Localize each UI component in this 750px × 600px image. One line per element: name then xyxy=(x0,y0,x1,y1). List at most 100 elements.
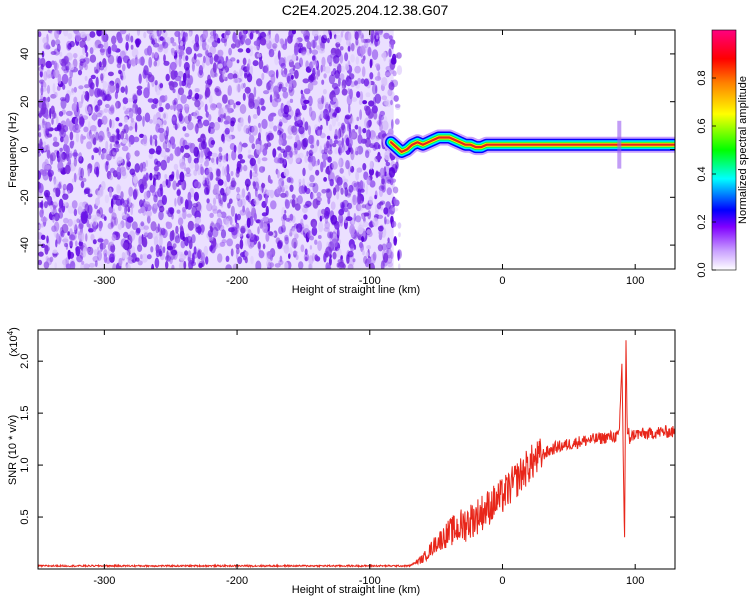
noise-speckle xyxy=(116,62,122,69)
noise-speckle xyxy=(216,217,223,229)
noise-speckle xyxy=(192,203,199,208)
noise-speckle xyxy=(165,103,171,110)
noise-speckle xyxy=(143,31,147,39)
noise-speckle xyxy=(86,91,90,103)
noise-speckle xyxy=(56,85,61,91)
noise-speckle xyxy=(383,99,390,106)
noise-speckle xyxy=(290,125,297,133)
noise-speckle xyxy=(294,203,301,211)
noise-speckle xyxy=(250,255,254,265)
noise-speckle xyxy=(285,82,288,88)
noise-speckle xyxy=(174,235,181,244)
track-spike xyxy=(617,120,622,169)
noise-speckle xyxy=(272,45,277,52)
noise-speckle xyxy=(107,84,113,95)
noise-speckle xyxy=(58,207,62,213)
noise-speckle xyxy=(249,200,256,205)
noise-speckle xyxy=(308,255,314,265)
noise-speckle xyxy=(347,202,352,210)
noise-speckle xyxy=(87,213,92,220)
noise-speckle xyxy=(262,243,266,250)
noise-speckle xyxy=(132,93,139,100)
noise-speckle xyxy=(47,30,53,34)
noise-speckle xyxy=(81,94,84,104)
noise-speckle xyxy=(371,49,379,60)
noise-speckle xyxy=(358,180,366,191)
noise-speckle xyxy=(147,98,154,103)
noise-speckle xyxy=(70,231,77,241)
noise-speckle xyxy=(302,207,308,214)
noise-speckle xyxy=(73,208,78,217)
noise-speckle xyxy=(318,221,324,233)
noise-speckle xyxy=(44,244,49,255)
noise-speckle xyxy=(40,234,46,240)
noise-speckle xyxy=(139,133,145,138)
noise-speckle xyxy=(55,239,58,248)
noise-speckle xyxy=(219,241,226,247)
noise-speckle xyxy=(194,34,199,45)
noise-speckle xyxy=(161,41,169,49)
noise-speckle xyxy=(324,217,328,224)
noise-speckle xyxy=(311,30,319,37)
noise-speckle xyxy=(394,199,400,207)
noise-speckle xyxy=(332,143,337,148)
noise-speckle xyxy=(225,264,232,269)
noise-speckle xyxy=(335,34,342,45)
noise-speckle xyxy=(158,210,164,221)
noise-speckle xyxy=(56,124,62,131)
noise-speckle xyxy=(89,133,93,144)
noise-speckle xyxy=(171,142,176,150)
noise-speckle xyxy=(342,264,346,269)
noise-speckle xyxy=(94,39,102,49)
noise-speckle xyxy=(173,70,178,78)
noise-speckle xyxy=(52,189,57,199)
noise-speckle xyxy=(307,230,312,239)
noise-speckle xyxy=(112,263,117,269)
noise-speckle xyxy=(82,47,86,55)
noise-speckle xyxy=(345,137,350,147)
noise-speckle xyxy=(272,43,278,49)
snr-y-label: SNR (10 * v/v) xyxy=(7,415,19,485)
noise-speckle xyxy=(73,172,77,183)
noise-speckle xyxy=(128,32,131,43)
noise-speckle xyxy=(289,98,294,103)
noise-speckle xyxy=(293,241,297,249)
noise-speckle xyxy=(338,128,342,139)
noise-speckle xyxy=(149,184,156,193)
noise-speckle xyxy=(209,212,214,218)
noise-speckle xyxy=(249,32,254,40)
noise-speckle xyxy=(165,73,170,82)
noise-speckle xyxy=(157,187,163,198)
noise-speckle xyxy=(378,113,382,123)
noise-speckle xyxy=(179,225,184,231)
noise-speckle xyxy=(174,123,178,131)
noise-speckle xyxy=(348,31,352,43)
noise-speckle xyxy=(89,47,94,55)
noise-speckle xyxy=(372,251,377,261)
noise-speckle xyxy=(107,46,112,55)
noise-speckle xyxy=(268,113,274,122)
noise-speckle xyxy=(212,238,217,248)
noise-speckle xyxy=(150,246,154,253)
noise-speckle xyxy=(84,247,91,252)
noise-speckle xyxy=(104,95,112,101)
noise-speckle xyxy=(103,216,107,221)
noise-speckle xyxy=(143,87,150,99)
noise-speckle xyxy=(171,229,175,241)
noise-speckle xyxy=(379,167,385,179)
noise-speckle xyxy=(350,147,354,155)
noise-speckle xyxy=(359,91,364,102)
noise-speckle xyxy=(166,156,171,164)
noise-speckle xyxy=(225,152,229,162)
noise-speckle xyxy=(266,142,272,148)
noise-speckle xyxy=(170,105,174,110)
noise-speckle xyxy=(269,94,273,103)
noise-speckle xyxy=(204,90,209,97)
noise-speckle xyxy=(99,110,104,115)
noise-speckle xyxy=(381,184,386,193)
noise-speckle xyxy=(43,165,51,170)
noise-speckle xyxy=(278,121,283,127)
noise-speckle xyxy=(398,263,401,269)
noise-speckle xyxy=(265,232,270,242)
